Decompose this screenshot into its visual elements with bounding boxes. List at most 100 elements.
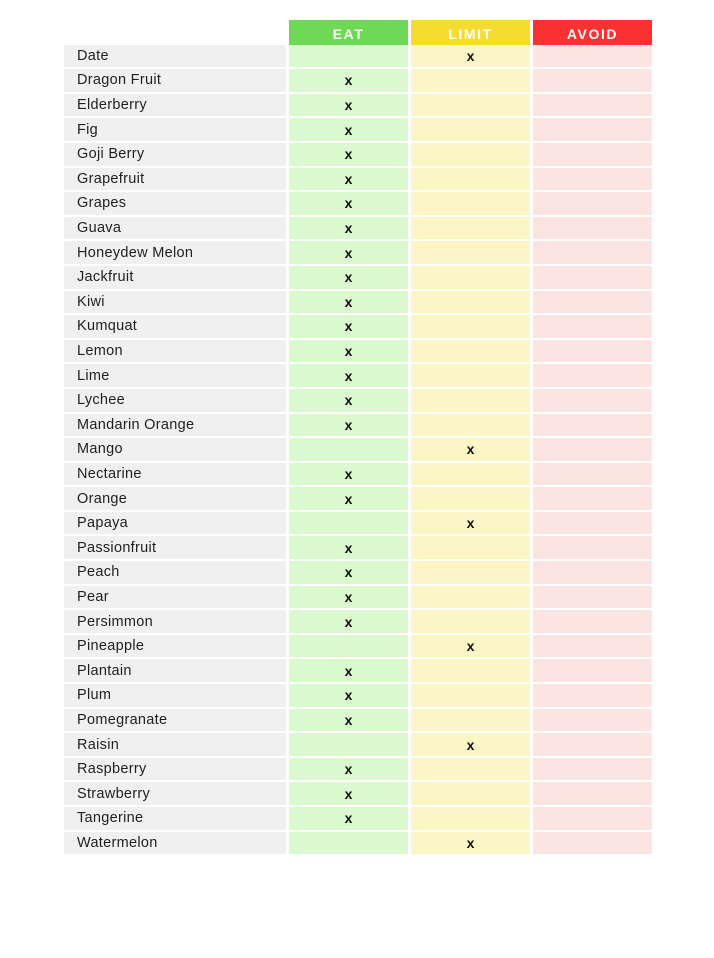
eat-cell: x [289, 315, 408, 338]
limit-cell [411, 315, 530, 338]
limit-cell [411, 142, 530, 166]
limit-cell [411, 413, 530, 437]
eat-cell: x [289, 487, 408, 510]
eat-cell: x [289, 561, 408, 584]
limit-cell [411, 339, 530, 363]
x-mark: x [344, 810, 353, 827]
x-mark: x [344, 490, 353, 507]
avoid-cell [533, 634, 652, 658]
limit-cell [411, 807, 530, 830]
limit-cell [411, 561, 530, 584]
avoid-cell [533, 290, 652, 314]
fruit-name-label: Orange [64, 487, 286, 510]
fruit-name-label: Grapefruit [64, 167, 286, 191]
fruit-name-label: Raisin [64, 733, 286, 756]
limit-cell [411, 462, 530, 486]
eat-cell: x [289, 610, 408, 633]
x-mark: x [344, 588, 353, 605]
eat-cell: x [289, 782, 408, 805]
eat-cell: x [289, 118, 408, 141]
fruit-name-label: Lychee [64, 388, 286, 412]
eat-cell: x [289, 216, 408, 240]
fruit-name-label: Mandarin Orange [64, 413, 286, 437]
eat-cell [289, 634, 408, 658]
fruit-name-label: Watermelon [64, 831, 286, 855]
x-mark: x [466, 441, 475, 458]
avoid-cell [533, 44, 652, 68]
fruit-name-label: Lime [64, 364, 286, 387]
fruit-name-label: Plantain [64, 659, 286, 683]
fruit-name-label: Date [64, 44, 286, 68]
fruit-name-label: Kiwi [64, 290, 286, 314]
limit-cell [411, 93, 530, 117]
limit-cell [411, 118, 530, 141]
x-mark: x [344, 613, 353, 630]
eat-cell: x [289, 265, 408, 289]
eat-cell: x [289, 339, 408, 363]
fruit-name-label: Passionfruit [64, 536, 286, 560]
eat-cell: x [289, 807, 408, 830]
x-mark: x [344, 170, 353, 187]
avoid-cell [533, 807, 652, 830]
limit-cell: x [411, 44, 530, 68]
eat-cell [289, 733, 408, 756]
avoid-cell [533, 241, 652, 264]
avoid-cell [533, 757, 652, 781]
eat-cell: x [289, 659, 408, 683]
limit-cell [411, 192, 530, 215]
limit-cell [411, 708, 530, 732]
limit-cell: x [411, 831, 530, 855]
avoid-cell [533, 511, 652, 535]
limit-cell [411, 216, 530, 240]
x-mark: x [466, 515, 475, 532]
avoid-cell [533, 659, 652, 683]
limit-cell: x [411, 511, 530, 535]
avoid-cell [533, 388, 652, 412]
limit-cell [411, 610, 530, 633]
x-mark: x [344, 367, 353, 384]
fruit-name-label: Pineapple [64, 634, 286, 658]
eat-cell: x [289, 290, 408, 314]
x-mark: x [344, 97, 353, 114]
limit-cell [411, 69, 530, 92]
avoid-cell [533, 438, 652, 461]
x-mark: x [344, 539, 353, 556]
avoid-cell [533, 536, 652, 560]
eat-cell: x [289, 192, 408, 215]
column-header-limit: LIMIT [411, 20, 530, 48]
limit-cell [411, 364, 530, 387]
fruit-name-label: Strawberry [64, 782, 286, 805]
avoid-cell [533, 315, 652, 338]
limit-cell: x [411, 438, 530, 461]
limit-cell: x [411, 733, 530, 756]
avoid-cell [533, 585, 652, 609]
eat-cell: x [289, 364, 408, 387]
eat-cell: x [289, 413, 408, 437]
x-mark: x [344, 416, 353, 433]
x-mark: x [466, 736, 475, 753]
avoid-cell [533, 708, 652, 732]
x-mark: x [344, 761, 353, 778]
limit-cell [411, 241, 530, 264]
limit-cell: x [411, 634, 530, 658]
fruit-name-label: Fig [64, 118, 286, 141]
limit-cell [411, 782, 530, 805]
eat-cell [289, 438, 408, 461]
fruit-name-label: Lemon [64, 339, 286, 363]
eat-cell: x [289, 757, 408, 781]
avoid-cell [533, 265, 652, 289]
limit-cell [411, 659, 530, 683]
limit-cell [411, 684, 530, 707]
x-mark: x [344, 564, 353, 581]
eat-cell: x [289, 536, 408, 560]
avoid-cell [533, 364, 652, 387]
eat-cell: x [289, 684, 408, 707]
fruit-name-label: Nectarine [64, 462, 286, 486]
x-mark: x [344, 244, 353, 261]
avoid-cell [533, 69, 652, 92]
avoid-cell [533, 561, 652, 584]
eat-cell [289, 831, 408, 855]
avoid-cell [533, 487, 652, 510]
eat-cell: x [289, 167, 408, 191]
fruit-name-label: Elderberry [64, 93, 286, 117]
